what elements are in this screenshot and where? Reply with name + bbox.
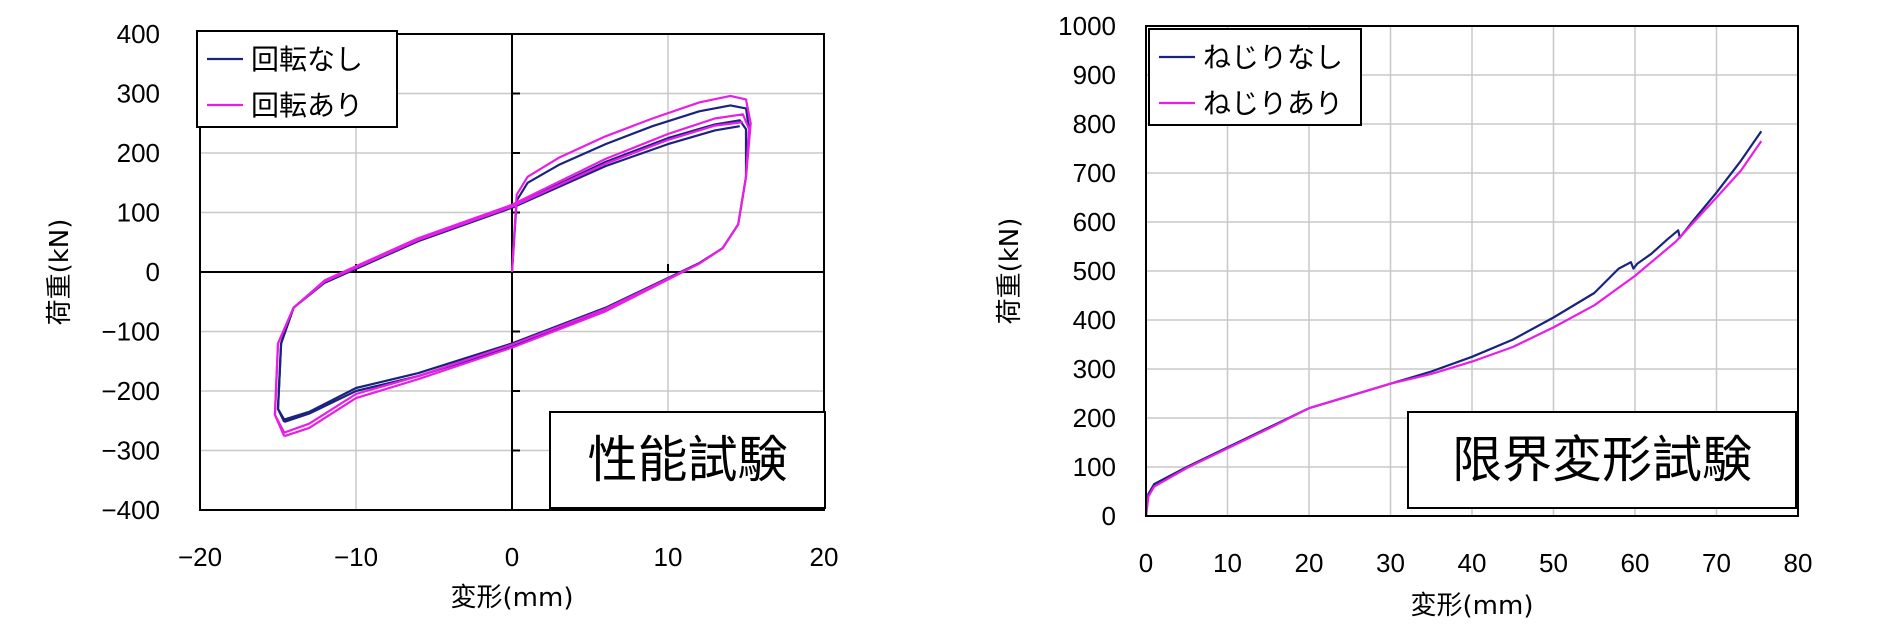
y-tick-label: 600	[1073, 207, 1116, 237]
plot-frame	[199, 33, 825, 511]
annotation-box	[1407, 411, 1797, 509]
legend-label: ねじりなし	[1203, 41, 1343, 74]
y-tick-label: 100	[117, 198, 160, 228]
y-tick-label: −300	[101, 436, 160, 466]
legend-box	[196, 30, 398, 128]
y-tick-label: 800	[1073, 109, 1116, 139]
x-tick-label: 20	[1295, 548, 1324, 578]
y-axis-title: 荷重(kN)	[995, 218, 1025, 325]
y-tick-label: 400	[117, 19, 160, 49]
y-tick-label: 700	[1073, 158, 1116, 188]
y-tick-label: −100	[101, 317, 160, 347]
annotation: 限界変形試験	[1407, 411, 1797, 509]
y-tick-label: 500	[1073, 256, 1116, 286]
annotation-label: 限界変形試験	[1452, 431, 1752, 489]
y-tick-label: 200	[117, 138, 160, 168]
y-tick-label: 300	[117, 79, 160, 109]
x-tick-label: 50	[1539, 548, 1568, 578]
series-line	[273, 121, 744, 437]
y-tick-label: 1000	[1058, 11, 1116, 41]
x-tick-label: −10	[334, 542, 378, 572]
y-tick-label: 300	[1073, 354, 1116, 384]
legend-label: 回転なし	[251, 43, 363, 76]
x-tick-label: 0	[505, 542, 519, 572]
annotation: 性能試験	[549, 411, 826, 509]
y-tick-label: 200	[1073, 403, 1116, 433]
annotation-box	[549, 411, 826, 509]
x-tick-label: 20	[810, 542, 839, 572]
x-tick-label: 10	[654, 542, 683, 572]
x-tick-label: 30	[1376, 548, 1405, 578]
y-tick-label: 0	[1102, 501, 1116, 531]
x-tick-label: 10	[1213, 548, 1242, 578]
x-tick-label: 80	[1784, 548, 1813, 578]
x-tick-label: −20	[178, 542, 222, 572]
series-2	[273, 94, 752, 438]
x-axis-title: 変形(mm)	[451, 583, 574, 613]
legend-box	[1148, 28, 1362, 126]
x-tick-label: 60	[1621, 548, 1650, 578]
x-axis-title: 変形(mm)	[1411, 591, 1534, 621]
legend-label: ねじりあり	[1203, 87, 1343, 120]
x-tick-label: 70	[1702, 548, 1731, 578]
annotation-label: 性能試験	[588, 431, 788, 489]
x-tick-label: 40	[1458, 548, 1487, 578]
y-tick-label: 400	[1073, 305, 1116, 335]
y-tick-label: −200	[101, 376, 160, 406]
series-line	[1144, 140, 1763, 517]
y-tick-label: 900	[1073, 60, 1116, 90]
y-tick-label: −400	[101, 495, 160, 525]
legend-label: 回転あり	[251, 89, 363, 122]
plot-frame	[1145, 25, 1799, 517]
y-tick-label: 100	[1073, 452, 1116, 482]
x-tick-label: 0	[1139, 548, 1153, 578]
y-tick-label: 0	[146, 257, 160, 287]
y-axis-title: 荷重(kN)	[45, 219, 75, 326]
series-2	[1144, 140, 1763, 517]
